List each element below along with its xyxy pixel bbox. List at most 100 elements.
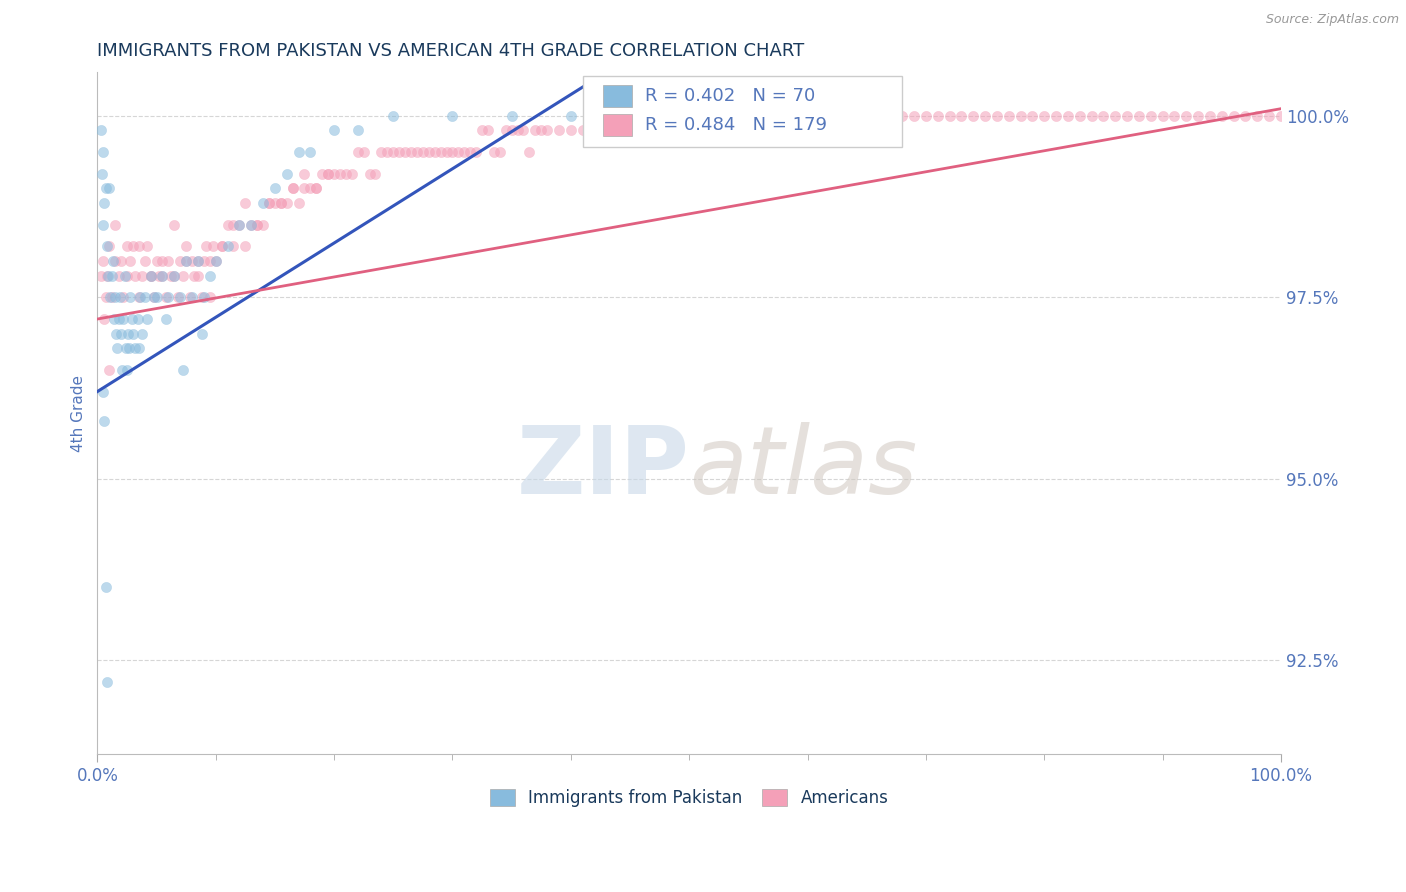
Point	[104, 254, 127, 268]
Point	[128, 341, 150, 355]
Point	[91, 167, 114, 181]
Point	[163, 268, 186, 283]
Point	[91, 254, 114, 268]
Point	[294, 167, 316, 181]
Point	[94, 290, 117, 304]
Point	[595, 109, 617, 123]
Point	[101, 254, 124, 268]
Point	[418, 145, 440, 160]
Point	[108, 290, 131, 304]
Point	[202, 239, 225, 253]
Point	[112, 312, 135, 326]
Point	[938, 109, 960, 123]
Point	[501, 123, 523, 137]
Point	[1010, 109, 1032, 123]
Text: R = 0.484   N = 179: R = 0.484 N = 179	[645, 116, 827, 134]
FancyBboxPatch shape	[582, 76, 903, 147]
Point	[346, 145, 368, 160]
Point	[187, 268, 209, 283]
Point	[193, 290, 215, 304]
Point	[832, 109, 855, 123]
Point	[128, 239, 150, 253]
Point	[179, 290, 201, 304]
Point	[1258, 109, 1281, 123]
Point	[187, 254, 209, 268]
Point	[121, 312, 143, 326]
Point	[155, 290, 177, 304]
Point	[169, 290, 191, 304]
Point	[270, 196, 292, 211]
Point	[1080, 109, 1102, 123]
Bar	[603, 85, 633, 106]
Point	[195, 239, 218, 253]
Point	[107, 341, 129, 355]
Point	[121, 239, 143, 253]
Point	[98, 290, 121, 304]
Point	[94, 581, 117, 595]
Point	[1128, 109, 1150, 123]
Point	[163, 218, 186, 232]
Point	[447, 145, 470, 160]
Text: Source: ZipAtlas.com: Source: ZipAtlas.com	[1265, 13, 1399, 27]
Point	[423, 145, 446, 160]
Point	[181, 290, 204, 304]
Point	[353, 145, 375, 160]
Point	[702, 109, 724, 123]
Point	[281, 181, 304, 195]
Point	[530, 123, 553, 137]
Point	[796, 109, 818, 123]
Point	[294, 181, 316, 195]
Point	[134, 290, 156, 304]
Point	[281, 181, 304, 195]
Point	[120, 290, 142, 304]
Point	[91, 384, 114, 399]
Point	[465, 145, 488, 160]
Point	[174, 254, 197, 268]
Point	[139, 268, 162, 283]
Point	[163, 268, 186, 283]
Y-axis label: 4th Grade: 4th Grade	[72, 375, 86, 452]
Point	[619, 109, 641, 123]
Point	[110, 326, 132, 341]
Point	[143, 290, 166, 304]
Point	[868, 109, 890, 123]
Point	[90, 123, 112, 137]
Point	[228, 218, 250, 232]
Point	[233, 196, 256, 211]
Point	[458, 145, 481, 160]
Point	[808, 109, 831, 123]
Point	[512, 123, 534, 137]
Point	[217, 218, 239, 232]
Point	[316, 167, 339, 181]
Point	[436, 145, 458, 160]
Point	[96, 268, 118, 283]
Point	[560, 123, 582, 137]
Point	[1234, 109, 1257, 123]
Point	[90, 268, 112, 283]
Point	[690, 109, 713, 123]
Point	[233, 239, 256, 253]
Point	[986, 109, 1008, 123]
Text: atlas: atlas	[689, 422, 917, 514]
Point	[246, 218, 269, 232]
Point	[159, 268, 181, 283]
Point	[1175, 109, 1198, 123]
Point	[287, 196, 309, 211]
Legend: Immigrants from Pakistan, Americans: Immigrants from Pakistan, Americans	[484, 782, 896, 814]
Point	[915, 109, 938, 123]
Point	[477, 123, 499, 137]
Point	[172, 268, 194, 283]
Point	[471, 123, 494, 137]
Point	[364, 167, 387, 181]
Point	[1069, 109, 1091, 123]
Point	[148, 268, 170, 283]
Point	[305, 181, 328, 195]
Point	[1152, 109, 1174, 123]
Point	[100, 290, 122, 304]
Point	[1222, 109, 1244, 123]
Point	[181, 254, 204, 268]
Point	[311, 167, 333, 181]
Point	[131, 326, 153, 341]
Point	[139, 268, 162, 283]
Point	[190, 290, 212, 304]
